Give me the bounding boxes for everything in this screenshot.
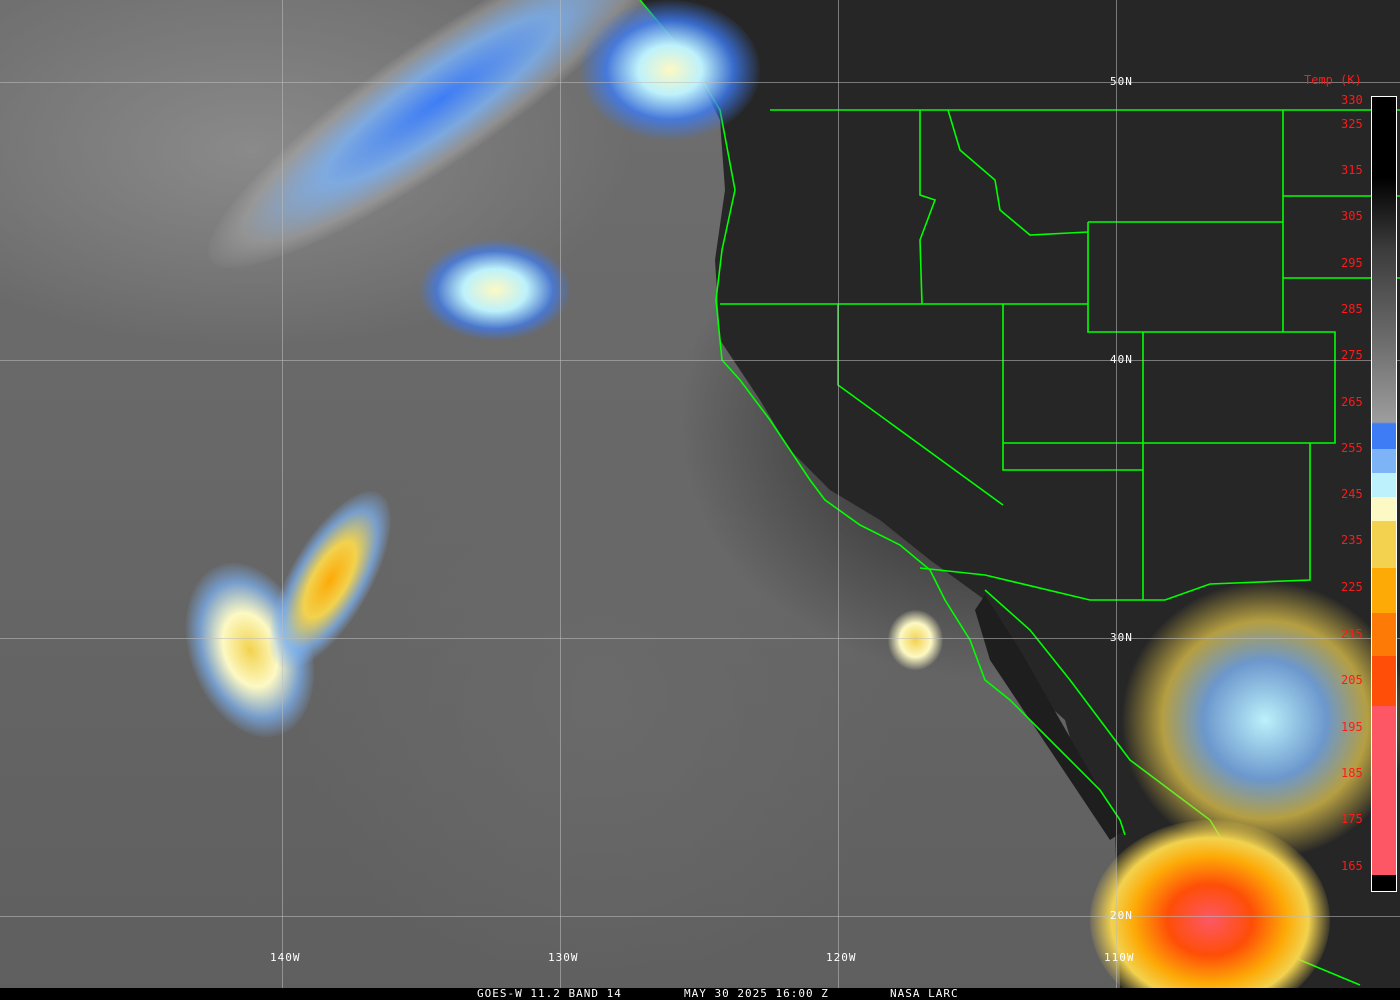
colorbar-tick-label: 330 bbox=[1341, 93, 1363, 107]
colorbar-tick-label: 255 bbox=[1341, 441, 1363, 455]
west-coastline bbox=[639, 0, 1126, 836]
colorbar-tick-label: 285 bbox=[1341, 302, 1363, 316]
colorbar-tick-label: 245 bbox=[1341, 487, 1363, 501]
source-label: NASA LARC bbox=[890, 987, 959, 1000]
cloud-offshore bbox=[420, 240, 570, 340]
longitude-line-140w bbox=[282, 0, 283, 988]
temperature-colorbar bbox=[1371, 96, 1397, 892]
latitude-label: 50N bbox=[1110, 75, 1133, 88]
longitude-line-110w bbox=[1116, 0, 1117, 988]
longitude-label: 130W bbox=[548, 951, 579, 964]
longitude-label: 140W bbox=[270, 951, 301, 964]
colorbar-tick-label: 215 bbox=[1341, 627, 1363, 641]
latitude-line-30n bbox=[0, 638, 1400, 639]
caption-bar: GOES-W 11.2 BAND 14 MAY 30 2025 16:00 Z … bbox=[0, 988, 1400, 1000]
latitude-label: 40N bbox=[1110, 353, 1133, 366]
longitude-label: 110W bbox=[1104, 951, 1135, 964]
colorbar-title: Temp (K) bbox=[1304, 73, 1362, 87]
colorbar-tick-label: 165 bbox=[1341, 859, 1363, 873]
colorbar-tick-label: 325 bbox=[1341, 117, 1363, 131]
longitude-line-130w bbox=[560, 0, 561, 988]
colorbar-tick-label: 175 bbox=[1341, 812, 1363, 826]
cloud-mexico-north bbox=[1120, 580, 1400, 860]
cloud-baja-island bbox=[888, 610, 943, 670]
latitude-label: 30N bbox=[1110, 631, 1133, 644]
satellite-band-label: GOES-W 11.2 BAND 14 bbox=[477, 987, 622, 1000]
colorbar-tick-label: 265 bbox=[1341, 395, 1363, 409]
colorbar-tick-label: 205 bbox=[1341, 673, 1363, 687]
latitude-line-50n bbox=[0, 82, 1400, 83]
colorbar-tick-label: 225 bbox=[1341, 580, 1363, 594]
datetime-label: MAY 30 2025 16:00 Z bbox=[684, 987, 829, 1000]
colorbar-tick-label: 195 bbox=[1341, 720, 1363, 734]
colorbar-tick-label: 235 bbox=[1341, 533, 1363, 547]
longitude-label: 120W bbox=[826, 951, 857, 964]
longitude-line-120w bbox=[838, 0, 839, 988]
colorbar-tick-label: 185 bbox=[1341, 766, 1363, 780]
baja-peninsula bbox=[975, 595, 1125, 840]
colorbar-tick-label: 305 bbox=[1341, 209, 1363, 223]
latitude-label: 20N bbox=[1110, 909, 1133, 922]
colorbar-tick-label: 295 bbox=[1341, 256, 1363, 270]
colorbar-tick-label: 275 bbox=[1341, 348, 1363, 362]
latitude-line-40n bbox=[0, 360, 1400, 361]
colorbar-tick-label: 315 bbox=[1341, 163, 1363, 177]
latitude-line-20n bbox=[0, 916, 1400, 917]
cloud-bc-coast bbox=[580, 0, 760, 140]
